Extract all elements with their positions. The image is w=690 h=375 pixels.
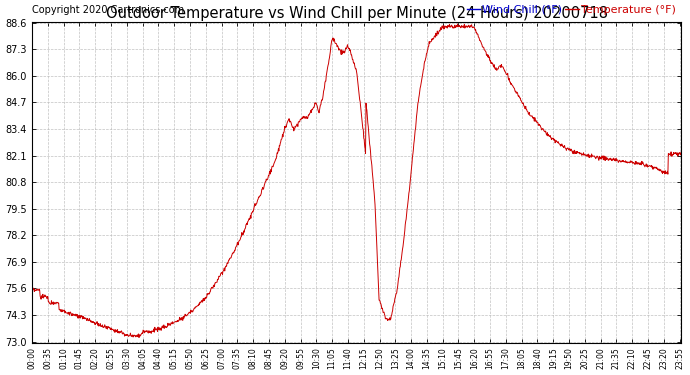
Legend: Wind Chill (°F), Temperature (°F): Wind Chill (°F), Temperature (°F) bbox=[466, 5, 676, 15]
Text: Copyright 2020 Cartronics.com: Copyright 2020 Cartronics.com bbox=[32, 5, 184, 15]
Title: Outdoor Temperature vs Wind Chill per Minute (24 Hours) 20200718: Outdoor Temperature vs Wind Chill per Mi… bbox=[106, 6, 608, 21]
